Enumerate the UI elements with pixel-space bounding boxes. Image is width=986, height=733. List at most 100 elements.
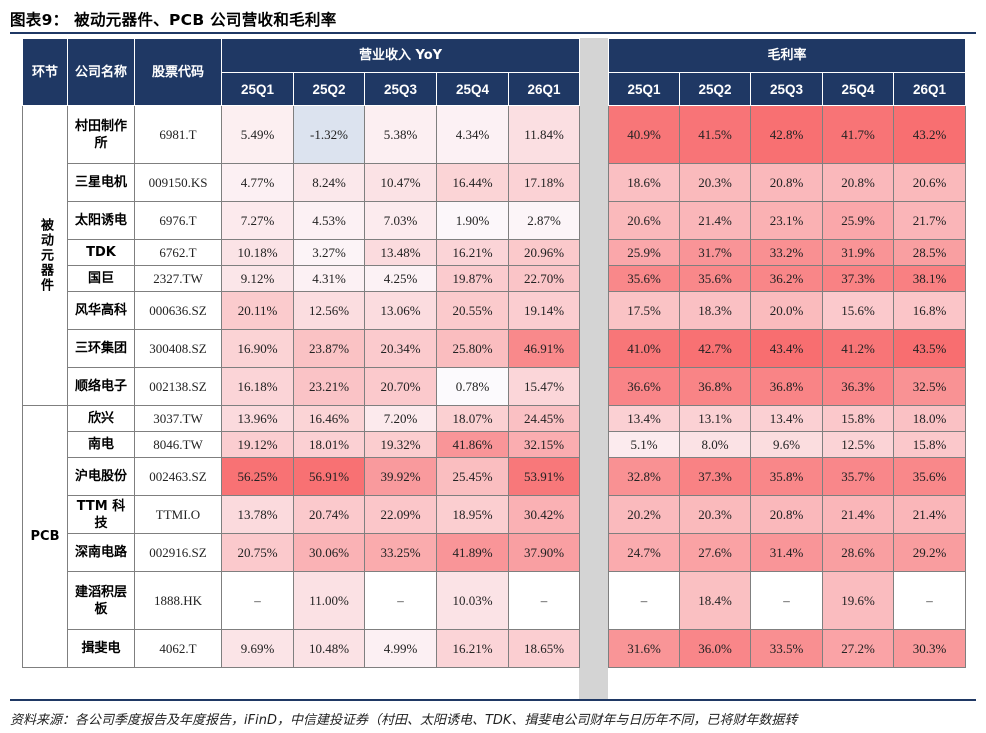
gross-margin-cell: 36.8% <box>750 367 823 406</box>
revenue-yoy-cell: 19.32% <box>364 431 437 458</box>
revenue-yoy-cell: 18.01% <box>293 431 365 458</box>
gross-margin-cell: 21.7% <box>892 201 967 240</box>
company-name-cell: 三环集团 <box>67 329 135 368</box>
revenue-yoy-cell: 15.47% <box>507 367 581 406</box>
revenue-yoy-cell: 25.80% <box>436 329 509 368</box>
revenue-yoy-cell: 20.96% <box>507 239 581 266</box>
gross-margin-cell: 13.1% <box>679 405 751 432</box>
gross-margin-cell: – <box>750 571 823 630</box>
gross-margin-cell: 8.0% <box>679 431 751 458</box>
stock-code-cell: 002138.SZ <box>134 367 222 406</box>
stock-code-cell: 6762.T <box>134 239 222 266</box>
gross-margin-cell: 21.4% <box>679 201 751 240</box>
stock-code-cell: 6981.T <box>134 105 222 164</box>
revenue-quarter-header: 25Q2 <box>293 72 365 106</box>
company-name-cell: 深南电路 <box>67 533 135 572</box>
revenue-yoy-cell: 56.25% <box>221 457 294 496</box>
revenue-yoy-cell: 13.06% <box>364 291 437 330</box>
revenue-yoy-cell: 13.96% <box>221 405 294 432</box>
revenue-yoy-cell: 1.90% <box>436 201 509 240</box>
gross-margin-table: 毛利率 25Q1 25Q2 25Q3 25Q4 26Q1 40.9% 41.5% 42.8%… <box>607 38 967 668</box>
revenue-yoy-cell: 18.95% <box>436 495 509 534</box>
revenue-yoy-cell: 10.03% <box>436 571 509 630</box>
revenue-yoy-cell: 46.91% <box>507 329 581 368</box>
company-name-cell: 国巨 <box>67 265 135 292</box>
revenue-quarter-header: 25Q1 <box>221 72 294 106</box>
gross-margin-cell: 13.4% <box>608 405 680 432</box>
gross-margin-cell: 29.2% <box>892 533 967 572</box>
stock-code-cell: TTMI.O <box>134 495 222 534</box>
company-name-cell: 南电 <box>67 431 135 458</box>
revenue-yoy-cell: 20.74% <box>293 495 365 534</box>
revenue-yoy-cell: 7.20% <box>364 405 437 432</box>
revenue-yoy-cell: – <box>221 571 294 630</box>
revenue-yoy-table: 环节 公司名称 股票代码 营业收入 YoY 25Q1 25Q2 25Q3 25Q4 26… <box>22 38 581 668</box>
revenue-yoy-cell: 19.14% <box>507 291 581 330</box>
revenue-yoy-cell: 16.46% <box>293 405 365 432</box>
table-row: PCB 欣兴 3037.TW 13.96% 16.46% 7.20% 18.07% 24.45… <box>22 405 581 668</box>
revenue-yoy-cell: 30.42% <box>507 495 581 534</box>
gross-margin-cell: 20.6% <box>892 163 967 202</box>
gross-margin-cell: 16.8% <box>892 291 967 330</box>
table-row: –18.4% –19.6% – <box>608 571 967 630</box>
revenue-yoy-cell: 3.27% <box>293 239 365 266</box>
gross-margin-cell: 20.3% <box>679 163 751 202</box>
table-row: TDK 6762.T 10.18% 3.27% 13.48% 16.21% 20.96% <box>23 239 581 266</box>
revenue-yoy-cell: 20.75% <box>221 533 294 572</box>
stock-code-cell: 009150.KS <box>134 163 222 202</box>
company-header: 公司名称 <box>67 38 135 106</box>
gross-margin-cell: 41.7% <box>822 105 894 164</box>
margin-quarter-header: 26Q1 <box>892 72 967 106</box>
revenue-yoy-header: 营业收入 YoY <box>220 38 581 73</box>
gross-margin-cell: 27.2% <box>822 629 894 668</box>
table-row: 深南电路 002916.SZ 20.75% 30.06% 33.25% 41.89% 37.… <box>23 533 581 572</box>
revenue-yoy-cell: 53.91% <box>507 457 581 496</box>
table-row: 沪电股份 002463.SZ 56.25% 56.91% 39.92% 25.45% 53.… <box>23 457 581 496</box>
gross-margin-cell: 12.5% <box>822 431 894 458</box>
revenue-yoy-cell: 24.45% <box>507 405 581 432</box>
gross-margin-cell: 41.5% <box>679 105 751 164</box>
gross-margin-cell: 28.5% <box>892 239 967 266</box>
gross-margin-cell: 17.5% <box>608 291 680 330</box>
revenue-yoy-cell: 7.03% <box>364 201 437 240</box>
revenue-yoy-cell: 4.53% <box>293 201 365 240</box>
revenue-yoy-cell: 19.12% <box>221 431 294 458</box>
revenue-quarter-header: 26Q1 <box>507 72 581 106</box>
gross-margin-cell: 35.6% <box>608 265 680 292</box>
revenue-yoy-cell: 4.77% <box>221 163 294 202</box>
revenue-yoy-cell: 9.69% <box>221 629 294 668</box>
company-name-cell: TTM 科技 <box>67 495 135 534</box>
company-name-cell: 村田制作所 <box>67 105 135 164</box>
gross-margin-cell: 24.7% <box>608 533 680 572</box>
margin-quarter-header: 25Q1 <box>608 72 680 106</box>
gross-margin-cell: 31.6% <box>608 629 680 668</box>
gross-margin-cell: 15.8% <box>822 405 894 432</box>
stock-code-cell: 1888.HK <box>134 571 222 630</box>
gross-margin-cell: 35.8% <box>750 457 823 496</box>
gross-margin-cell: 35.7% <box>822 457 894 496</box>
gross-margin-cell: 18.4% <box>679 571 751 630</box>
segment-header: 环节 <box>22 38 68 106</box>
revenue-quarter-header: 25Q3 <box>364 72 437 106</box>
revenue-yoy-cell: 23.87% <box>293 329 365 368</box>
stock-code-cell: 4062.T <box>134 629 222 668</box>
company-name-cell: 欣兴 <box>67 405 135 432</box>
gross-margin-cell: 28.6% <box>822 533 894 572</box>
revenue-yoy-cell: 5.49% <box>221 105 294 164</box>
revenue-yoy-cell: 39.92% <box>364 457 437 496</box>
revenue-yoy-cell: 22.09% <box>364 495 437 534</box>
table-row: 顺络电子 002138.SZ 16.18% 23.21% 20.70% 0.78% 15.4… <box>23 367 581 406</box>
table-row: 三环集团 300408.SZ 16.90% 23.87% 20.34% 25.80% 46.… <box>23 329 581 368</box>
gross-margin-cell: 9.6% <box>750 431 823 458</box>
stock-code-header: 股票代码 <box>134 38 222 106</box>
table-row: 20.2% 20.3% 20.8% 21.4% 21.4% <box>608 495 967 534</box>
gross-margin-cell: 15.8% <box>892 431 967 458</box>
revenue-yoy-cell: 5.38% <box>364 105 437 164</box>
company-name-cell: TDK <box>67 239 135 266</box>
gross-margin-cell: 13.4% <box>750 405 823 432</box>
gross-margin-cell: 21.4% <box>892 495 967 534</box>
segment-cell: 被动元器件 <box>22 105 68 406</box>
stock-code-cell: 300408.SZ <box>134 329 222 368</box>
revenue-yoy-cell: 16.18% <box>221 367 294 406</box>
table-row: 31.6% 36.0% 33.5% 27.2% 30.3% <box>608 629 967 668</box>
